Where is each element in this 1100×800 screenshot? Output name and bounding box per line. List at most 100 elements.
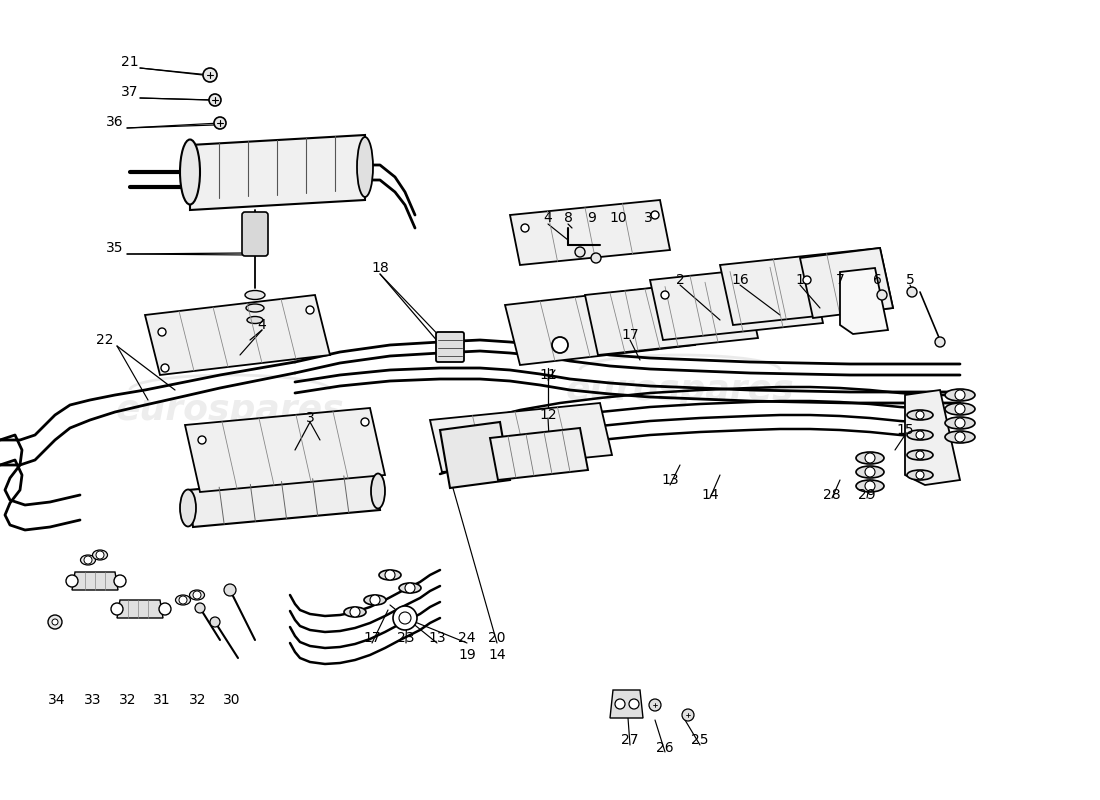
Text: 32: 32 bbox=[119, 693, 136, 707]
Circle shape bbox=[350, 607, 360, 617]
Text: 33: 33 bbox=[85, 693, 101, 707]
Circle shape bbox=[955, 404, 965, 414]
Text: 11: 11 bbox=[539, 368, 557, 382]
Text: 17: 17 bbox=[621, 328, 639, 342]
Polygon shape bbox=[510, 200, 670, 265]
Circle shape bbox=[198, 436, 206, 444]
Text: 1: 1 bbox=[795, 273, 804, 287]
Polygon shape bbox=[145, 295, 330, 375]
Circle shape bbox=[385, 570, 395, 580]
Circle shape bbox=[209, 94, 221, 106]
Text: 6: 6 bbox=[872, 273, 881, 287]
Circle shape bbox=[865, 481, 874, 491]
Ellipse shape bbox=[180, 490, 196, 526]
Circle shape bbox=[66, 575, 78, 587]
Ellipse shape bbox=[908, 450, 933, 460]
Circle shape bbox=[393, 606, 417, 630]
Text: 32: 32 bbox=[189, 693, 207, 707]
Circle shape bbox=[865, 467, 874, 477]
Ellipse shape bbox=[945, 403, 975, 415]
Circle shape bbox=[111, 603, 123, 615]
Text: eurospares: eurospares bbox=[116, 393, 344, 427]
Text: 18: 18 bbox=[371, 261, 389, 275]
Polygon shape bbox=[650, 263, 823, 340]
Circle shape bbox=[48, 615, 62, 629]
Polygon shape bbox=[72, 572, 118, 590]
Ellipse shape bbox=[364, 595, 386, 605]
Circle shape bbox=[114, 575, 126, 587]
Circle shape bbox=[575, 247, 585, 257]
Ellipse shape bbox=[856, 466, 884, 478]
Ellipse shape bbox=[856, 480, 884, 492]
Text: 13: 13 bbox=[428, 631, 446, 645]
Circle shape bbox=[160, 603, 170, 615]
Circle shape bbox=[865, 453, 874, 463]
Ellipse shape bbox=[856, 452, 884, 464]
Circle shape bbox=[916, 451, 924, 459]
Circle shape bbox=[96, 551, 104, 559]
Text: 14: 14 bbox=[488, 648, 506, 662]
Text: 31: 31 bbox=[153, 693, 170, 707]
Text: 24: 24 bbox=[459, 631, 475, 645]
Circle shape bbox=[955, 390, 965, 400]
Ellipse shape bbox=[176, 595, 190, 605]
Text: 28: 28 bbox=[823, 488, 840, 502]
Ellipse shape bbox=[189, 590, 205, 600]
Circle shape bbox=[361, 418, 368, 426]
Text: 7: 7 bbox=[836, 273, 845, 287]
Polygon shape bbox=[585, 278, 758, 355]
Text: 10: 10 bbox=[609, 211, 627, 225]
Ellipse shape bbox=[344, 607, 366, 617]
Circle shape bbox=[405, 583, 415, 593]
Circle shape bbox=[214, 117, 225, 129]
Circle shape bbox=[916, 471, 924, 479]
FancyBboxPatch shape bbox=[436, 332, 464, 362]
Circle shape bbox=[682, 709, 694, 721]
FancyBboxPatch shape bbox=[242, 212, 268, 256]
Ellipse shape bbox=[945, 431, 975, 443]
Text: 12: 12 bbox=[539, 408, 557, 422]
Text: 13: 13 bbox=[661, 473, 679, 487]
Text: 35: 35 bbox=[107, 241, 123, 255]
Circle shape bbox=[192, 591, 201, 599]
Text: 3: 3 bbox=[644, 211, 652, 225]
Polygon shape bbox=[185, 408, 385, 492]
Circle shape bbox=[370, 595, 379, 605]
Polygon shape bbox=[190, 135, 365, 210]
Circle shape bbox=[52, 619, 58, 625]
Text: 4: 4 bbox=[543, 211, 552, 225]
Circle shape bbox=[179, 596, 187, 604]
Circle shape bbox=[935, 337, 945, 347]
Ellipse shape bbox=[945, 389, 975, 401]
Text: 14: 14 bbox=[701, 488, 718, 502]
Text: 27: 27 bbox=[621, 733, 639, 747]
Text: 17: 17 bbox=[363, 631, 381, 645]
Polygon shape bbox=[905, 390, 960, 485]
Text: 30: 30 bbox=[223, 693, 241, 707]
Ellipse shape bbox=[180, 139, 200, 205]
Text: 23: 23 bbox=[397, 631, 415, 645]
Ellipse shape bbox=[908, 470, 933, 480]
Ellipse shape bbox=[358, 137, 373, 197]
Text: 2: 2 bbox=[675, 273, 684, 287]
Circle shape bbox=[661, 291, 669, 299]
Circle shape bbox=[916, 411, 924, 419]
Ellipse shape bbox=[245, 290, 265, 299]
Text: 21: 21 bbox=[121, 55, 139, 69]
Circle shape bbox=[615, 699, 625, 709]
Ellipse shape bbox=[945, 417, 975, 429]
Ellipse shape bbox=[92, 550, 108, 560]
Ellipse shape bbox=[371, 474, 385, 509]
Circle shape bbox=[224, 584, 236, 596]
Circle shape bbox=[161, 364, 169, 372]
Polygon shape bbox=[117, 600, 163, 618]
Circle shape bbox=[195, 603, 205, 613]
Circle shape bbox=[877, 290, 887, 300]
Ellipse shape bbox=[80, 555, 96, 565]
Text: 4: 4 bbox=[257, 318, 266, 332]
Circle shape bbox=[552, 337, 568, 353]
Polygon shape bbox=[610, 690, 643, 718]
Ellipse shape bbox=[908, 410, 933, 420]
Circle shape bbox=[908, 287, 917, 297]
Text: 9: 9 bbox=[587, 211, 596, 225]
